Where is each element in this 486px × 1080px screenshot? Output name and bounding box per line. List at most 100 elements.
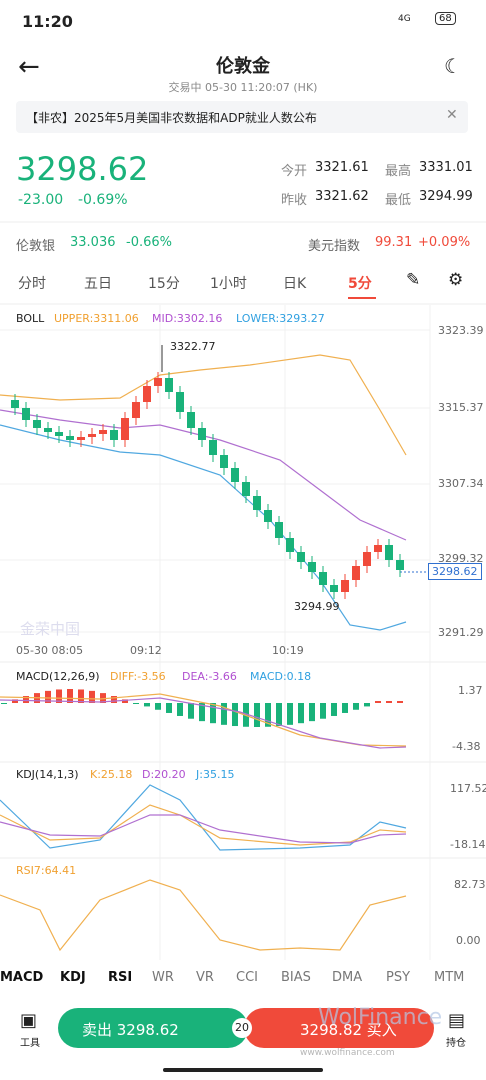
macd-bar xyxy=(177,703,183,716)
buy-text: 3298.82 买入 xyxy=(300,1021,397,1039)
macd-bar xyxy=(122,699,128,703)
candle-body xyxy=(99,430,107,434)
tools-icon[interactable]: ▣ xyxy=(20,1010,38,1031)
macd-bar xyxy=(155,703,161,710)
related-value: 33.036 xyxy=(70,235,116,250)
draw-tool[interactable]: ✎ xyxy=(406,270,421,290)
candle-body xyxy=(275,522,283,538)
macd-bar xyxy=(89,690,95,703)
notice-close[interactable]: ✕ xyxy=(446,107,458,123)
candle-body xyxy=(374,545,382,552)
stat-label: 最高 xyxy=(385,164,412,179)
back-button[interactable]: ← xyxy=(18,52,40,82)
related-pct: +0.09% xyxy=(418,235,471,250)
candle-body xyxy=(220,455,228,468)
macd-bar xyxy=(254,703,260,727)
high-label: 3322.77 xyxy=(170,340,216,353)
notice-text: 【非农】2025年5月美国非农数据和ADP就业人数公布 xyxy=(26,111,317,125)
price-axis-label: 3315.37 xyxy=(438,401,484,414)
status-time: 11:20 xyxy=(22,12,73,31)
axis-label: -4.38 xyxy=(452,740,481,753)
buy-button[interactable] xyxy=(244,1008,434,1048)
price-axis-label: 3299.32 xyxy=(438,552,484,565)
candle-body xyxy=(352,566,360,580)
tools-label: 工具 xyxy=(20,1038,40,1049)
candle-body xyxy=(154,378,162,386)
indicator-tab[interactable]: CCI xyxy=(236,970,258,985)
macd-bar xyxy=(353,703,359,710)
candle-body xyxy=(231,468,239,482)
indicator-name: MACD(12,26,9) xyxy=(16,670,100,683)
timeframe-tab[interactable]: 15分 xyxy=(148,276,180,292)
candle-body xyxy=(385,545,393,560)
candle-body xyxy=(396,560,404,570)
indicator-tab[interactable]: VR xyxy=(196,970,214,985)
kdj-d: D:20.20 xyxy=(142,768,186,781)
macd-bar xyxy=(309,703,315,722)
indicator-tab[interactable]: BIAS xyxy=(281,970,311,985)
indicator-tab[interactable]: WR xyxy=(152,970,174,985)
d-line xyxy=(0,814,407,844)
candle-body xyxy=(319,572,327,585)
timeframe-tab[interactable]: 1小时 xyxy=(210,276,247,292)
timeframe-tab[interactable]: 五日 xyxy=(84,276,112,292)
network: 4G xyxy=(398,14,411,24)
timeframe-tab[interactable]: 日K xyxy=(283,276,307,292)
indicator-tab[interactable]: KDJ xyxy=(60,970,86,985)
macd-bar xyxy=(265,703,271,727)
subtitle: 交易中 05-30 11:20:07 (HK) xyxy=(168,81,318,94)
notice-bar[interactable] xyxy=(16,101,468,133)
time-axis-label: 09:12 xyxy=(130,644,162,657)
indicator-tab[interactable]: RSI xyxy=(108,970,133,985)
candle-body xyxy=(286,538,294,552)
night-mode[interactable]: ☾ xyxy=(444,54,462,78)
macd-bar xyxy=(342,703,348,713)
watermark-url: www.wolfinance.com xyxy=(300,1048,395,1058)
macd-bar xyxy=(221,703,227,725)
macd-bar xyxy=(232,703,238,727)
candle-body xyxy=(66,436,74,440)
candle-body xyxy=(363,552,371,566)
change: -23.00 xyxy=(18,192,64,208)
macd-bar xyxy=(78,689,84,703)
indicator-tab[interactable]: DMA xyxy=(332,970,363,985)
settings[interactable]: ⚙ xyxy=(448,270,464,290)
macd-bar xyxy=(386,701,392,703)
stat-value: 3321.62 xyxy=(315,189,369,204)
timeframe-tab[interactable]: 分时 xyxy=(18,276,46,292)
sell-button[interactable] xyxy=(58,1008,248,1048)
stat-value: 3321.61 xyxy=(315,160,369,175)
candle-body xyxy=(165,378,173,392)
candle-body xyxy=(132,402,140,418)
macd-bar xyxy=(188,703,194,719)
macd-bar xyxy=(166,703,172,713)
macd-bar xyxy=(199,703,205,722)
macd-bar xyxy=(375,701,381,703)
macd-bar xyxy=(12,699,18,703)
candle-body xyxy=(242,482,250,496)
kdj-k: K:25.18 xyxy=(90,768,133,781)
candle-body xyxy=(22,408,30,420)
indicator-tab[interactable]: MACD xyxy=(0,970,44,985)
macd-bar xyxy=(210,703,216,724)
axis-label: 0.00 xyxy=(456,934,481,947)
position-icon[interactable]: ▤ xyxy=(448,1010,466,1031)
candle-body xyxy=(176,392,184,412)
spread: 20 xyxy=(232,1018,252,1038)
indicator-tab[interactable]: PSY xyxy=(386,970,411,985)
stat-label: 最低 xyxy=(385,193,412,208)
boll-mid-line xyxy=(0,409,407,541)
low-label: 3294.99 xyxy=(294,600,340,613)
price-axis-label: 3323.39 xyxy=(438,324,484,337)
macd-bar xyxy=(397,701,403,703)
timeframe-tab[interactable]: 5分 xyxy=(348,276,372,292)
watermark-brand: WolFinance xyxy=(318,1005,443,1030)
related-value: 99.31 xyxy=(375,235,413,250)
watermark-logo: 金荣中国 xyxy=(20,620,81,638)
candle-body xyxy=(198,428,206,440)
indicator-tab[interactable]: MTM xyxy=(434,970,465,985)
indicator-name: KDJ(14,1,3) xyxy=(16,768,79,781)
macd-bar xyxy=(331,703,337,716)
j-line xyxy=(0,784,407,851)
